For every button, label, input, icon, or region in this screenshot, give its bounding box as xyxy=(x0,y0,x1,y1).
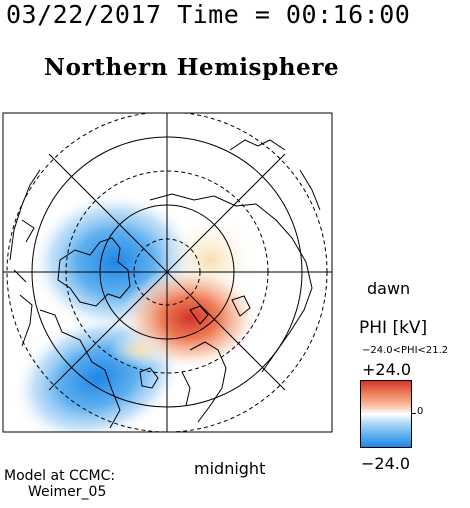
arctic-islands-coastline xyxy=(189,295,251,325)
greenland-coastline xyxy=(57,237,131,307)
coastlines xyxy=(9,139,321,429)
model-credit-line2: Weimer_05 xyxy=(28,484,107,500)
colorbar-zero-tick xyxy=(411,413,416,414)
meridian-lines xyxy=(3,113,332,432)
colorbar-zero-label: 0 xyxy=(417,406,424,417)
polar-map xyxy=(2,112,333,433)
meridian-diagonal-2 xyxy=(48,153,286,391)
siberia-north-coastline xyxy=(229,139,321,211)
map-frame xyxy=(2,112,333,433)
north-america-coastline xyxy=(19,294,121,429)
date-time-label: 03/22/2017 Time = 00:16:00 xyxy=(6,0,411,29)
potential-pattern xyxy=(12,192,260,432)
positive-potential-tail xyxy=(108,332,172,368)
colorbar-min-label: −24.0 xyxy=(361,454,411,473)
scandinavia-coastline xyxy=(181,341,227,423)
midnight-label: midnight xyxy=(194,459,266,478)
colorbar-range: −24.0<PHI<21.2 xyxy=(362,345,449,356)
model-credit-line1: Model at CCMC: xyxy=(4,468,116,484)
iceland-coastline xyxy=(139,367,159,389)
colorbar-max-label: +24.0 xyxy=(362,360,412,379)
asia-coastline xyxy=(149,193,313,373)
colorbar-title: PHI [kV] xyxy=(359,318,428,338)
colorbar xyxy=(360,380,412,448)
dawn-label: dawn xyxy=(367,279,411,298)
hemisphere-title: Northern Hemisphere xyxy=(44,54,340,81)
